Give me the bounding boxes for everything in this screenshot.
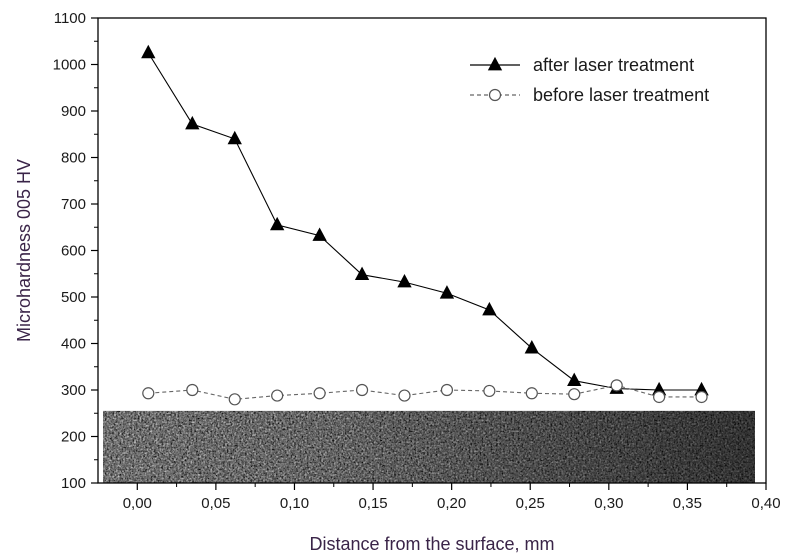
legend-marker-before-laser [488,88,502,102]
series-point-before-laser [313,387,326,400]
y-tick-label: 1100 [54,10,86,27]
x-tick-label: 0,35 [673,495,702,512]
series-point-before-laser [568,388,581,401]
y-tick-label: 100 [61,475,86,492]
x-tick-label: 0,00 [123,495,152,512]
y-tick-label: 400 [61,336,86,353]
y-tick-label: 800 [61,150,86,167]
series-line-before-laser [148,384,702,400]
series-point-before-laser [142,387,155,400]
x-tick-label: 0,10 [280,495,309,512]
series-point-after-laser [567,372,582,387]
series-point-after-laser [270,216,285,231]
series-point-before-laser [398,389,411,402]
series-layer [141,44,709,406]
y-axis-title: Microhardness 005 HV [14,159,34,342]
legend-marker-after-laser [487,56,503,71]
y-tick-label: 1000 [53,57,86,74]
series-point-before-laser [271,389,284,402]
series-point-before-laser [483,384,496,398]
y-tick-label: 700 [61,196,86,213]
x-tick-label: 0,05 [201,495,230,512]
series-point-after-laser [185,115,200,130]
micrograph-inset [103,410,755,483]
x-tick-label: 0,30 [594,495,623,512]
series-point-before-laser [610,379,623,392]
series-point-after-laser [482,301,497,316]
series-point-before-laser [355,383,369,397]
y-tick-label: 500 [61,289,86,306]
series-point-before-laser [653,390,666,404]
series-point-after-laser [354,266,370,280]
legend-label-before-laser: before laser treatment [533,85,709,105]
x-axis-title: Distance from the surface, mm [309,534,554,554]
series-before-laser-treatment [142,379,708,406]
y-tick-label: 600 [61,243,86,260]
series-point-after-laser [397,274,412,288]
micrograph-shading [103,410,755,483]
y-axis: 100 200 300 400 500 600 700 800 900 1000 1100 [53,10,98,492]
y-tick-label: 200 [61,429,86,446]
y-tick-label: 300 [61,382,86,399]
x-axis: 0,00 0,05 0,10 0,15 0,20 0,25 0,30 0,35 0,40 [123,483,781,512]
series-point-after-laser [141,44,156,59]
x-tick-label: 0,20 [437,495,466,512]
series-point-after-laser [227,130,242,145]
legend-label-after-laser: after laser treatment [533,55,694,75]
series-point-after-laser [312,227,327,241]
series-point-after-laser [439,285,455,299]
x-tick-label: 0,15 [358,495,387,512]
series-point-before-laser [186,383,199,397]
x-tick-label: 0,25 [516,495,545,512]
x-tick-label: 0,40 [751,495,780,512]
series-point-before-laser [525,387,538,400]
series-point-after-laser [524,340,539,354]
series-point-before-laser [695,390,708,404]
legend: after laser treatment before laser treatm… [470,55,709,105]
series-point-before-laser [440,383,454,397]
series-point-before-laser [228,393,241,406]
y-tick-label: 900 [61,103,86,120]
